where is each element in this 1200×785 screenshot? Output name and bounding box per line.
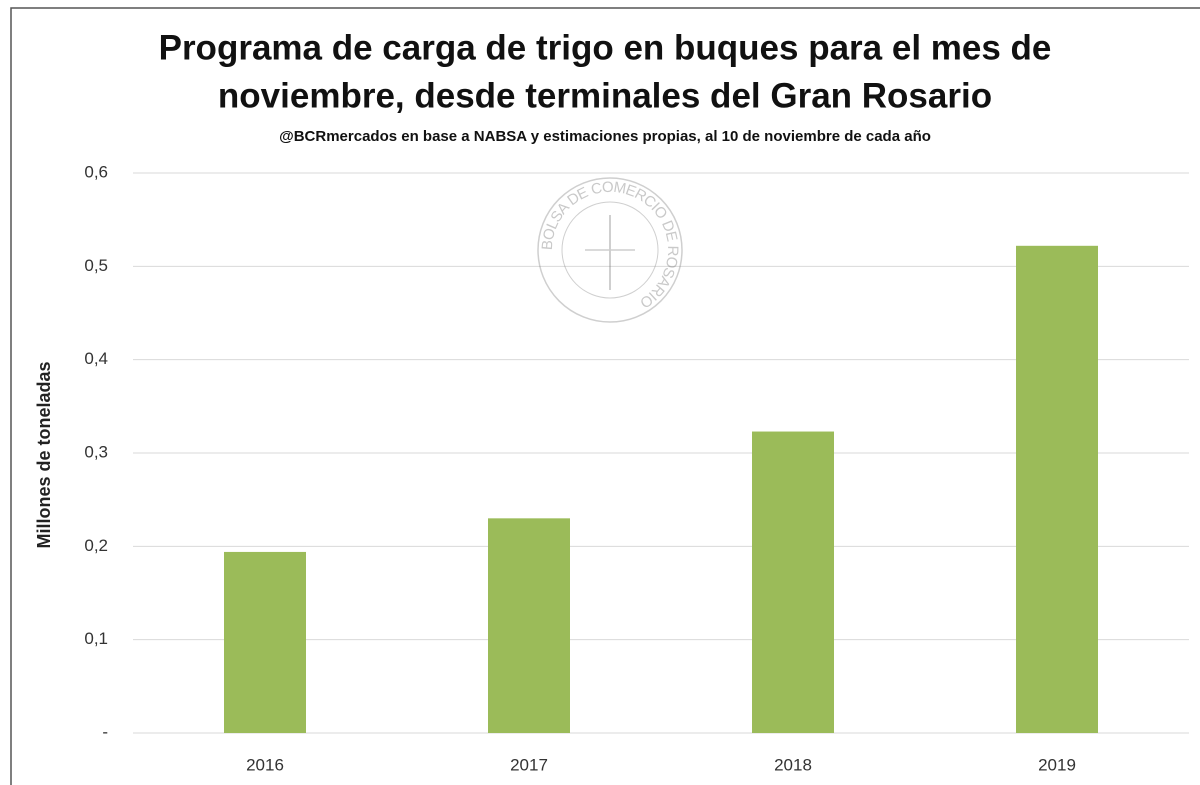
y-tick-label: 0,3 xyxy=(84,442,108,461)
bar xyxy=(224,551,306,733)
y-tick-label: 0,2 xyxy=(84,536,108,555)
y-tick-label: - xyxy=(102,722,108,741)
y-tick-label: 0,1 xyxy=(84,629,108,648)
y-tick-label: 0,4 xyxy=(84,349,108,368)
x-tick-label: 2018 xyxy=(774,755,812,774)
bar xyxy=(488,518,570,733)
x-tick-label: 2016 xyxy=(246,755,284,774)
x-tick-label: 2019 xyxy=(1038,755,1076,774)
y-tick-label: 0,6 xyxy=(84,162,108,181)
chart-title: Programa de carga de trigo en buques par… xyxy=(159,28,1052,67)
bar xyxy=(752,431,834,733)
y-axis-label: Millones de toneladas xyxy=(34,361,54,548)
x-tick-label: 2017 xyxy=(510,755,548,774)
chart-title: noviembre, desde terminales del Gran Ros… xyxy=(218,76,992,115)
bar xyxy=(1016,245,1098,734)
frame xyxy=(10,7,1200,785)
y-tick-label: 0,5 xyxy=(84,256,108,275)
chart-subtitle: @BCRmercados en base a NABSA y estimacio… xyxy=(279,128,931,145)
